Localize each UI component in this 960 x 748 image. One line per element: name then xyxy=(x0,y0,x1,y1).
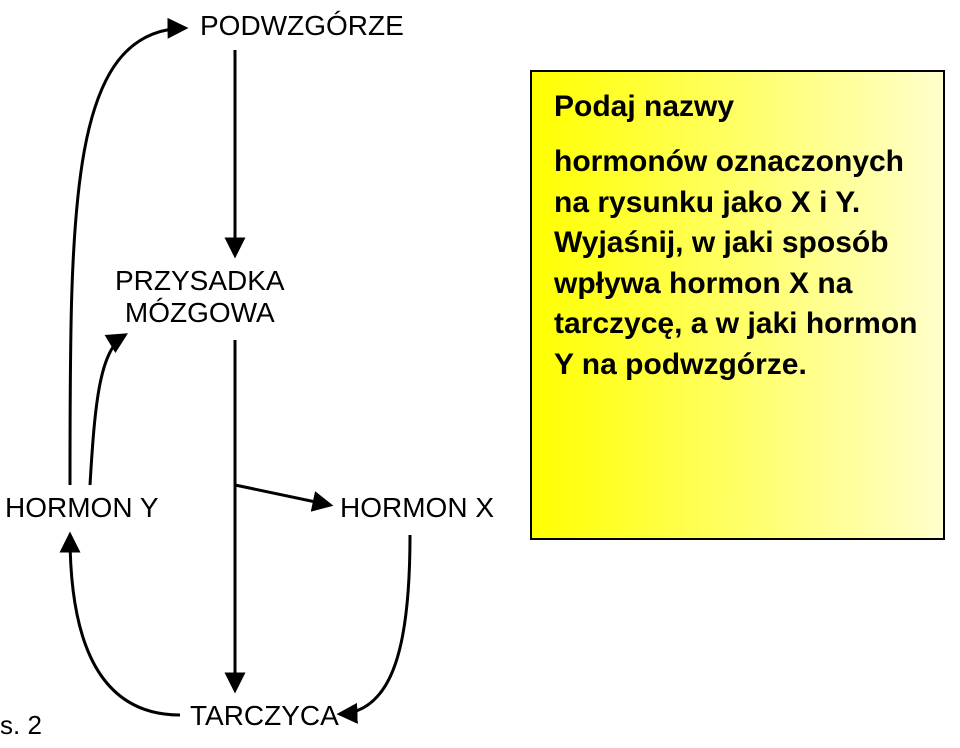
arrow-tarczyca-to-hormon-y xyxy=(70,535,180,715)
label-przysadka: PRZYSADKA MÓZGOWA xyxy=(115,265,285,329)
label-hormon-x: HORMON X xyxy=(340,492,494,524)
note-body: hormonów oznaczonych na rysunku jako X i… xyxy=(554,142,921,385)
arrow-hormon-x-to-tarczyca xyxy=(340,535,410,714)
arrow-to-hormon-x xyxy=(235,485,330,505)
diagram-canvas: PODWZGÓRZE PRZYSADKA MÓZGOWA HORMON Y HO… xyxy=(0,0,960,748)
note-title: Podaj nazwy xyxy=(554,90,921,124)
arrow-hormon-y-to-przysadka xyxy=(90,335,125,485)
note-box: Podaj nazwy hormonów oznaczonych na rysu… xyxy=(530,70,945,540)
figure-number: s. 2 xyxy=(0,710,42,741)
label-tarczyca: TARCZYCA xyxy=(190,700,339,732)
label-podwzgorze: PODWZGÓRZE xyxy=(200,10,404,42)
label-hormon-y: HORMON Y xyxy=(5,492,159,524)
arrow-hormon-y-to-podwzgorze xyxy=(70,28,185,485)
